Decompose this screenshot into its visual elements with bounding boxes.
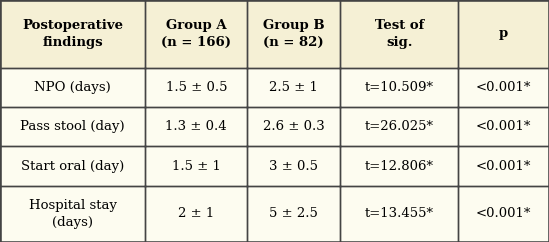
Bar bbox=[247, 68, 340, 107]
Text: 5 ± 2.5: 5 ± 2.5 bbox=[269, 207, 318, 220]
Text: 3 ± 0.5: 3 ± 0.5 bbox=[269, 159, 318, 173]
Bar bbox=[340, 107, 458, 146]
Text: NPO (days): NPO (days) bbox=[35, 81, 111, 94]
Text: Postoperative
findings: Postoperative findings bbox=[23, 19, 123, 49]
Text: 2.5 ± 1: 2.5 ± 1 bbox=[269, 81, 318, 94]
Text: t=13.455*: t=13.455* bbox=[365, 207, 434, 220]
Bar bbox=[0, 0, 145, 68]
Text: Start oral (day): Start oral (day) bbox=[21, 159, 125, 173]
Bar bbox=[145, 68, 247, 107]
Bar bbox=[458, 186, 549, 242]
Bar bbox=[0, 186, 145, 242]
Bar bbox=[145, 0, 247, 68]
Bar bbox=[0, 146, 145, 186]
Bar bbox=[0, 68, 145, 107]
Bar bbox=[458, 146, 549, 186]
Text: Group B
(n = 82): Group B (n = 82) bbox=[263, 19, 324, 49]
Text: 1.3 ± 0.4: 1.3 ± 0.4 bbox=[165, 120, 227, 133]
Text: <0.001*: <0.001* bbox=[476, 159, 531, 173]
Bar bbox=[340, 68, 458, 107]
Bar bbox=[340, 0, 458, 68]
Text: <0.001*: <0.001* bbox=[476, 81, 531, 94]
Text: 2 ± 1: 2 ± 1 bbox=[178, 207, 215, 220]
Bar bbox=[340, 186, 458, 242]
Text: 1.5 ± 0.5: 1.5 ± 0.5 bbox=[165, 81, 227, 94]
Bar bbox=[247, 0, 340, 68]
Bar bbox=[458, 0, 549, 68]
Bar bbox=[247, 186, 340, 242]
Text: t=26.025*: t=26.025* bbox=[365, 120, 434, 133]
Text: 1.5 ± 1: 1.5 ± 1 bbox=[172, 159, 221, 173]
Text: Hospital stay
(days): Hospital stay (days) bbox=[29, 199, 117, 229]
Text: 2.6 ± 0.3: 2.6 ± 0.3 bbox=[263, 120, 324, 133]
Text: <0.001*: <0.001* bbox=[476, 120, 531, 133]
Bar bbox=[145, 107, 247, 146]
Text: Pass stool (day): Pass stool (day) bbox=[20, 120, 125, 133]
Bar bbox=[145, 146, 247, 186]
Text: Group A
(n = 166): Group A (n = 166) bbox=[161, 19, 231, 49]
Bar bbox=[458, 107, 549, 146]
Text: <0.001*: <0.001* bbox=[476, 207, 531, 220]
Bar bbox=[340, 146, 458, 186]
Text: t=12.806*: t=12.806* bbox=[365, 159, 434, 173]
Text: t=10.509*: t=10.509* bbox=[365, 81, 434, 94]
Bar bbox=[145, 186, 247, 242]
Bar bbox=[247, 146, 340, 186]
Text: p: p bbox=[499, 27, 508, 40]
Bar bbox=[247, 107, 340, 146]
Text: Test of
sig.: Test of sig. bbox=[375, 19, 424, 49]
Bar bbox=[458, 68, 549, 107]
Bar bbox=[0, 107, 145, 146]
